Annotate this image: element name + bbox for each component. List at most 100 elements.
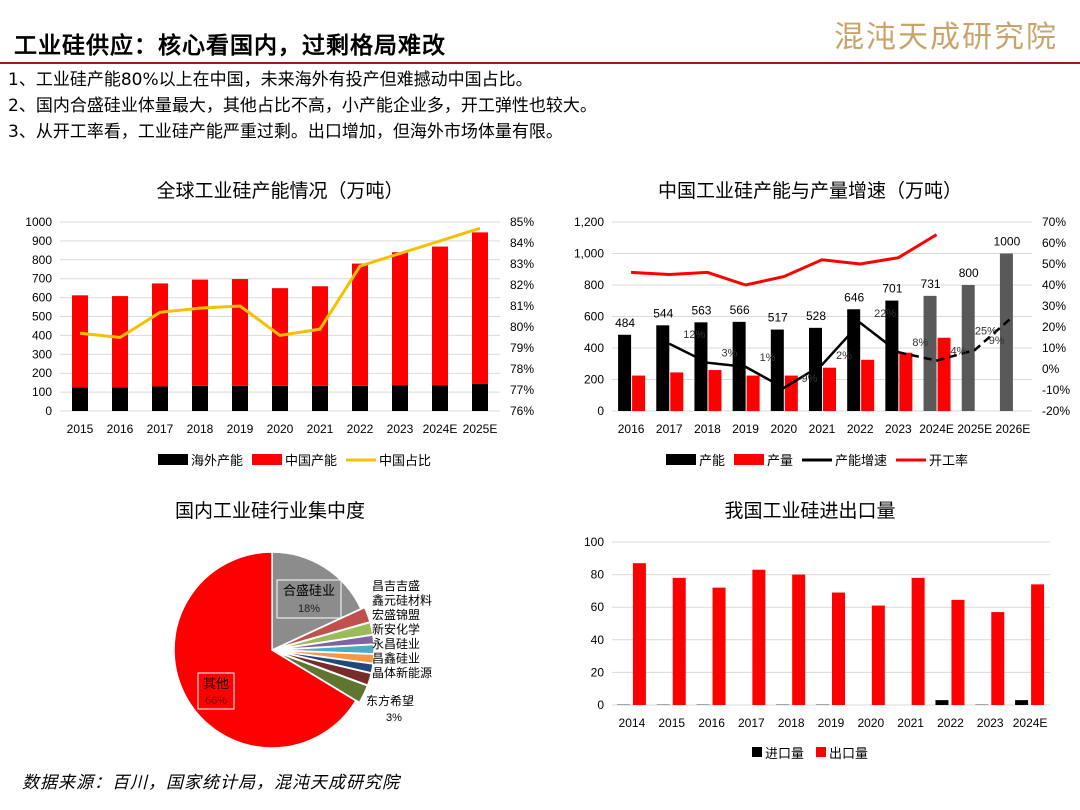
chart2-growth-label: 1%: [760, 352, 776, 364]
chart1-bar: [432, 246, 448, 386]
chart4-bar-export: [832, 592, 845, 705]
chart2-x-tick: 2026E: [996, 422, 1031, 436]
chart2-x-tick: 2019: [732, 422, 759, 436]
chart2-x-tick: 2017: [656, 422, 683, 436]
chart2-x-tick: 2022: [847, 422, 874, 436]
chart4-x-tick: 2017: [738, 716, 765, 730]
chart2-x-tick: 2016: [618, 422, 645, 436]
chart2-y-tick: 600: [584, 310, 604, 324]
bullet-1: 1、工业硅产能80%以上在中国，未来海外有投产但难撼动中国占比。: [8, 70, 533, 90]
pie-label: 合盛硅业: [283, 583, 335, 598]
chart2-y-tick: 800: [584, 278, 604, 292]
pie-label: 66%: [205, 695, 227, 707]
chart1-legend-swatch: [252, 454, 282, 465]
chart2-data-label: 517: [768, 311, 788, 325]
logo: 混沌天成研究院: [834, 20, 1058, 55]
chart2-bar-capacity: [923, 295, 937, 411]
chart1-bar: [472, 383, 488, 411]
chart4-bar-export: [672, 577, 686, 705]
chart2-data-label: 544: [653, 306, 673, 320]
chart2-y2-tick: 0%: [1042, 362, 1060, 376]
chart2-legend-swatch: [734, 454, 764, 465]
pie-slice: [271, 551, 362, 652]
chart2-bar-capacity: [694, 322, 708, 411]
chart4-y-tick: 40: [591, 633, 605, 647]
chart1-y2-tick: 84%: [510, 236, 534, 250]
chart4-x-tick: 2015: [658, 716, 685, 730]
chart1-x-tick: 2022: [347, 422, 374, 436]
chart1-y-tick: 100: [32, 385, 52, 399]
chart2-data-label: 566: [730, 303, 750, 317]
pie-label: 宏盛锦盟: [372, 607, 420, 622]
pie-label: 新安化学: [372, 622, 420, 637]
chart2-line-growth: [668, 321, 900, 390]
pie-label-box: [276, 579, 342, 619]
chart2-x-tick: 2025E: [957, 422, 992, 436]
chart2-growth-label: 2%: [836, 350, 852, 362]
chart1-y-tick: 800: [32, 253, 52, 267]
chart1-y-tick: 1000: [25, 215, 52, 229]
chart2-y2-tick: 30%: [1042, 299, 1066, 313]
chart1-x-tick: 2017: [147, 422, 174, 436]
chart1-title: 全球工业硅产能情况（万吨）: [156, 180, 404, 202]
chart2-y2-tick: -20%: [1042, 404, 1070, 418]
chart1-bar: [192, 279, 208, 386]
chart2-bar-capacity: [961, 285, 975, 411]
chart1-y2-tick: 77%: [510, 383, 534, 397]
bullet-3: 3、从开工率看，工业硅产能严重过剩。出口增加，但海外市场体量有限。: [8, 122, 563, 142]
chart1-bar: [432, 385, 448, 411]
pie-label: 18%: [298, 603, 320, 615]
chart4-x-tick: 2022: [937, 716, 964, 730]
chart2-y-tick: 200: [584, 373, 604, 387]
chart4-bar-export: [911, 577, 925, 705]
chart1-x-tick: 2015: [67, 422, 94, 436]
chart2-y2-tick: 70%: [1042, 215, 1066, 229]
chart2-line-growth-forecast: [898, 315, 1014, 362]
chart3-title: 国内工业硅行业集中度: [174, 500, 365, 522]
chart2-bar-capacity: [618, 334, 632, 411]
pie-label: 晶体新能源: [372, 665, 432, 680]
chart4-bar-export: [991, 612, 1005, 705]
chart2-title: 中国工业硅产能与产量增速（万吨）: [657, 180, 962, 202]
chart1-x-tick: 2024E: [423, 422, 458, 436]
chart2-legend-swatch: [666, 454, 696, 465]
chart2-growth-label: 25%: [975, 326, 997, 338]
chart2-legend-label: 开工率: [929, 453, 968, 468]
pie-label: 鑫元硅材料: [372, 593, 432, 608]
chart2-y2-tick: 20%: [1042, 320, 1066, 334]
chart1-x-tick: 2023: [387, 422, 414, 436]
chart1-y2-tick: 82%: [510, 278, 534, 292]
chart1-bar: [312, 385, 328, 411]
chart4-x-tick: 2018: [778, 716, 805, 730]
chart4-x-tick: 2014: [619, 716, 646, 730]
chart2-data-label: 528: [806, 309, 826, 323]
chart2-x-tick: 2018: [694, 422, 721, 436]
chart2-legend-label: 产能: [699, 453, 725, 468]
chart1-x-tick: 2021: [307, 422, 334, 436]
chart2-y-tick: 400: [584, 341, 604, 355]
chart1-bar: [272, 385, 288, 411]
chart4-bar-export: [752, 569, 766, 705]
chart2-bar-capacity: [656, 325, 670, 411]
chart1-bar: [152, 283, 168, 387]
chart1-y2-tick: 78%: [510, 362, 534, 376]
chart1-legend-label: 中国产能: [285, 453, 337, 468]
chart4-x-tick: 2023: [977, 716, 1004, 730]
chart1-bar: [352, 263, 368, 386]
chart2-growth-label: 9%: [989, 335, 1005, 347]
pie-label: 昌鑫硅业: [372, 651, 420, 666]
chart2-data-label: 701: [882, 282, 902, 296]
pie-label: 永昌硅业: [372, 637, 420, 651]
chart2-legend-label: 产能增速: [835, 453, 887, 468]
bullet-2: 2、国内合盛硅业体量最大，其他占比不高，小产能企业多，开工弹性也较大。: [8, 96, 597, 116]
chart2-data-label: 484: [615, 316, 635, 330]
chart1-bar: [152, 386, 168, 411]
chart2-x-tick: 2020: [770, 422, 797, 436]
chart1-y2-tick: 80%: [510, 320, 534, 334]
chart1-y-tick: 700: [32, 272, 52, 286]
chart1-y2-tick: 76%: [510, 404, 534, 418]
chart4-x-tick: 2019: [818, 716, 845, 730]
pie-label: 东方希望: [366, 693, 414, 708]
chart4-legend-label: 出口量: [829, 746, 868, 761]
